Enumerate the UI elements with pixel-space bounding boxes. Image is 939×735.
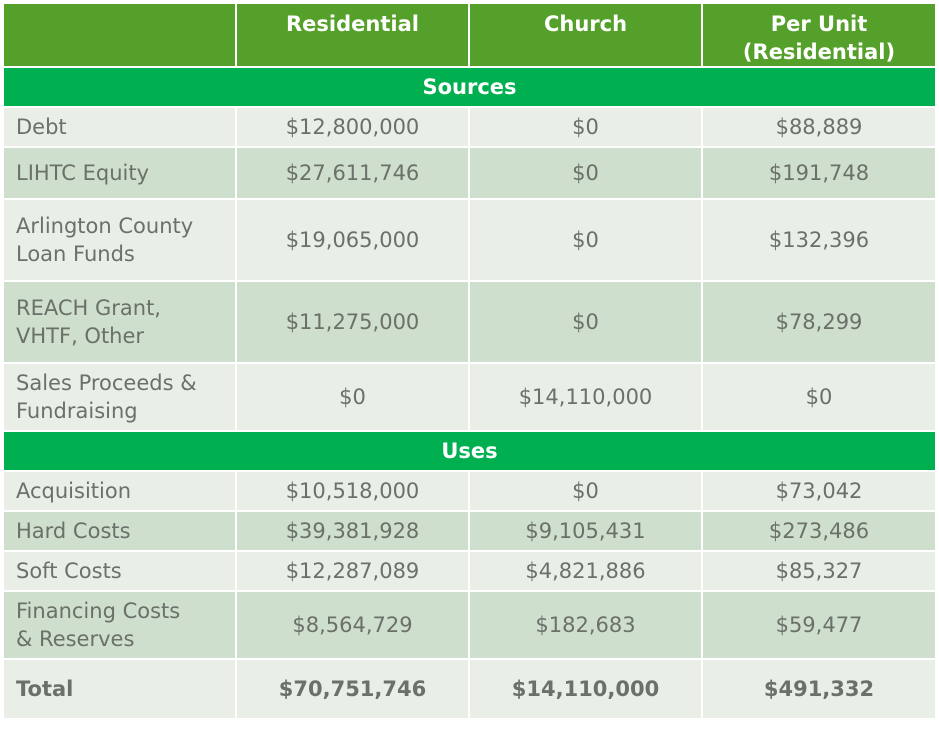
cell-per-unit: $78,299 [701, 280, 937, 364]
table-row: Hard Costs $39,381,928 $9,105,431 $273,4… [2, 510, 937, 552]
header-empty-cell [2, 2, 237, 68]
cell-church: $14,110,000 [468, 362, 703, 432]
total-label: Total [2, 658, 237, 720]
cell-residential: $12,800,000 [235, 106, 470, 148]
table-row: Financing Costs & Reserves $8,564,729 $18… [2, 590, 937, 660]
cell-per-unit: $73,042 [701, 470, 937, 512]
row-label: REACH Grant, VHTF, Other [2, 280, 237, 364]
table-row: Sales Proceeds & Fundraising $0 $14,110,0… [2, 362, 937, 432]
cell-residential: $19,065,000 [235, 198, 470, 282]
header-residential: Residential [235, 2, 470, 68]
cell-church: $4,821,886 [468, 550, 703, 592]
cell-church: $0 [468, 146, 703, 200]
cell-residential: $8,564,729 [235, 590, 470, 660]
section-uses-title: Uses [2, 430, 937, 472]
cell-per-unit: $273,486 [701, 510, 937, 552]
table-row: Acquisition $10,518,000 $0 $73,042 [2, 470, 937, 512]
table-row: LIHTC Equity $27,611,746 $0 $191,748 [2, 146, 937, 200]
cell-residential: $12,287,089 [235, 550, 470, 592]
row-label: Debt [2, 106, 237, 148]
total-residential: $70,751,746 [235, 658, 470, 720]
header-church: Church [468, 2, 703, 68]
cell-residential: $27,611,746 [235, 146, 470, 200]
sources-uses-table: Residential Church Per Unit (Residential)… [2, 2, 937, 720]
header-per-unit-line2: (Residential) [742, 40, 896, 64]
row-label-line2: & Reserves [16, 627, 135, 651]
table-row: Arlington County Loan Funds $19,065,000 $… [2, 198, 937, 282]
cell-church: $0 [468, 280, 703, 364]
row-label: Soft Costs [2, 550, 237, 592]
row-label-line2: Loan Funds [16, 242, 135, 266]
section-sources-title: Sources [2, 66, 937, 108]
cell-church: $0 [468, 106, 703, 148]
row-label: Acquisition [2, 470, 237, 512]
cell-church: $0 [468, 470, 703, 512]
cell-church: $182,683 [468, 590, 703, 660]
cell-residential: $0 [235, 362, 470, 432]
row-label-line2: VHTF, Other [16, 324, 145, 348]
cell-residential: $10,518,000 [235, 470, 470, 512]
total-church: $14,110,000 [468, 658, 703, 720]
cell-per-unit: $88,889 [701, 106, 937, 148]
section-uses-row: Uses [2, 430, 937, 472]
cell-per-unit: $59,477 [701, 590, 937, 660]
row-label: Hard Costs [2, 510, 237, 552]
table-row: REACH Grant, VHTF, Other $11,275,000 $0 $… [2, 280, 937, 364]
row-label-line2: Fundraising [16, 399, 138, 423]
total-row: Total $70,751,746 $14,110,000 $491,332 [2, 658, 937, 720]
section-sources-row: Sources [2, 66, 937, 108]
row-label-line1: Sales Proceeds & [16, 371, 197, 395]
table-row: Soft Costs $12,287,089 $4,821,886 $85,32… [2, 550, 937, 592]
header-per-unit-line1: Per Unit [770, 12, 868, 36]
cell-church: $0 [468, 198, 703, 282]
row-label: LIHTC Equity [2, 146, 237, 200]
cell-per-unit: $85,327 [701, 550, 937, 592]
row-label: Sales Proceeds & Fundraising [2, 362, 237, 432]
row-label: Financing Costs & Reserves [2, 590, 237, 660]
cell-per-unit: $132,396 [701, 198, 937, 282]
total-per-unit: $491,332 [701, 658, 937, 720]
cell-church: $9,105,431 [468, 510, 703, 552]
header-per-unit: Per Unit (Residential) [701, 2, 937, 68]
row-label-line1: Financing Costs [16, 599, 181, 623]
cell-residential: $11,275,000 [235, 280, 470, 364]
header-row: Residential Church Per Unit (Residential) [2, 2, 937, 68]
cell-per-unit: $191,748 [701, 146, 937, 200]
row-label-line1: Arlington County [16, 214, 194, 238]
cell-residential: $39,381,928 [235, 510, 470, 552]
table-row: Debt $12,800,000 $0 $88,889 [2, 106, 937, 148]
row-label-line1: REACH Grant, [16, 296, 161, 320]
cell-per-unit: $0 [701, 362, 937, 432]
row-label: Arlington County Loan Funds [2, 198, 237, 282]
